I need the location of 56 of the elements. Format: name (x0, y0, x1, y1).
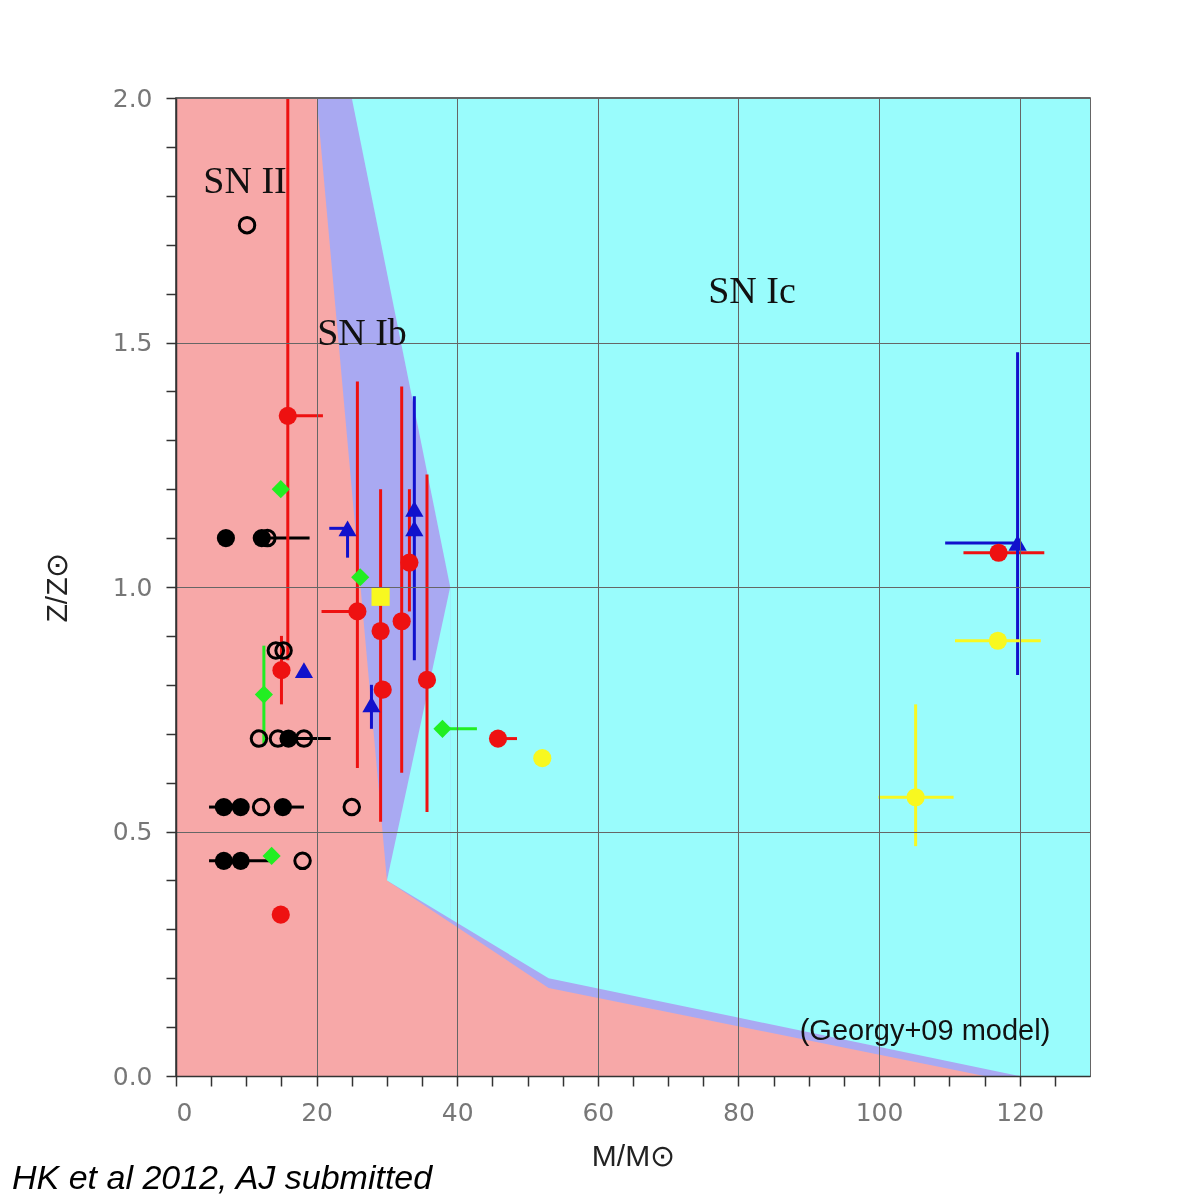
point (216, 529, 235, 548)
point (906, 788, 925, 807)
point (278, 406, 297, 425)
x-tick-label: 80 (723, 1097, 755, 1127)
point (251, 797, 271, 817)
point (1008, 535, 1027, 551)
point (371, 587, 390, 606)
y-tick-label: 1.5 (112, 328, 153, 357)
point (266, 641, 286, 660)
point (271, 905, 290, 924)
point (271, 480, 290, 499)
x-axis-title: M/M⊙ (591, 1138, 676, 1172)
point (348, 602, 367, 621)
x-tick-label: 60 (582, 1097, 615, 1127)
annotation: SN Ib (317, 310, 407, 354)
point (294, 729, 314, 748)
point (338, 520, 357, 537)
point (373, 680, 392, 699)
y-tick-label: 1.0 (112, 572, 153, 602)
x-tick-label: 20 (301, 1097, 334, 1127)
point (392, 612, 411, 631)
text: HK et al 2012, AJ submitted (12, 1158, 433, 1197)
point (237, 215, 257, 235)
point (273, 797, 292, 817)
point (214, 797, 233, 817)
point (231, 851, 250, 870)
y-tick-label: 0.5 (112, 817, 153, 846)
point (988, 631, 1007, 650)
point (249, 729, 269, 748)
y-tick-label: 2.0 (112, 83, 153, 113)
point (262, 846, 281, 866)
point (417, 670, 437, 689)
point (342, 797, 362, 817)
annotation: SN II (203, 158, 287, 202)
point (272, 661, 291, 680)
y-tick-label: 0.0 (112, 1061, 153, 1091)
x-tick-label: 40 (441, 1097, 474, 1127)
point (294, 662, 314, 678)
point (533, 749, 552, 768)
x-tick-label: 0 (176, 1097, 193, 1127)
x-tick-label: 120 (996, 1097, 1045, 1127)
point (254, 685, 273, 704)
point (989, 543, 1008, 562)
point (293, 851, 312, 871)
point (214, 851, 233, 870)
point (351, 568, 370, 587)
point (488, 729, 508, 748)
y-axis-title: Z/Z⊙ (39, 552, 73, 623)
point (405, 500, 424, 517)
point (274, 641, 293, 660)
point (405, 520, 424, 537)
point (231, 797, 250, 817)
x-tick-label: 100 (855, 1097, 904, 1127)
point (433, 719, 452, 738)
point (371, 621, 390, 641)
point (400, 553, 419, 572)
